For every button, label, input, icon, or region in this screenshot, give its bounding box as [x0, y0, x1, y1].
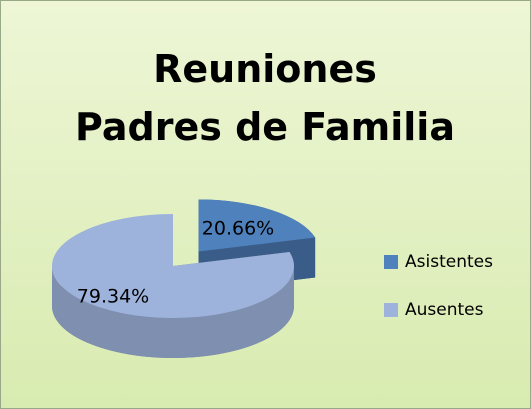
data-label: 20.66%	[202, 218, 274, 240]
chart-title: Reuniones Padres de Familia	[75, 47, 455, 149]
legend-label: Asistentes	[405, 252, 493, 272]
legend-label: Ausentes	[405, 300, 484, 320]
legend-swatch	[384, 303, 398, 317]
data-label: 79.34%	[77, 286, 149, 308]
slice	[198, 199, 316, 252]
slice	[51, 214, 295, 319]
legend-swatch	[384, 255, 398, 269]
slice-side	[52, 266, 294, 358]
